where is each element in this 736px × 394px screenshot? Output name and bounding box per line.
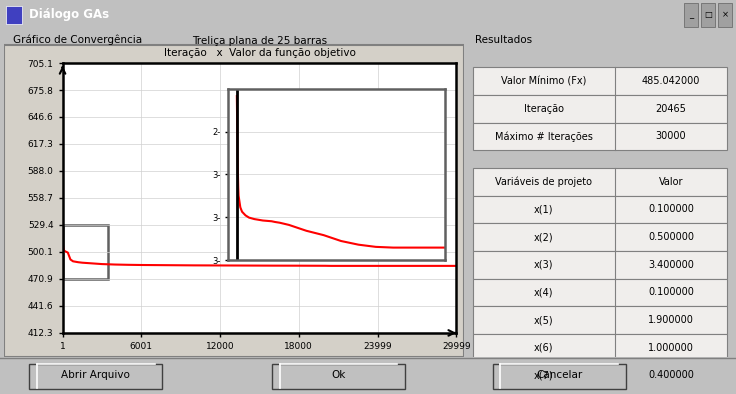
Bar (6, 6, 22, 24)
Text: x(7): x(7) (534, 370, 553, 380)
Text: 0.400000: 0.400000 (648, 370, 694, 380)
Bar (473, 306, 727, 334)
Text: 0.100000: 0.100000 (648, 287, 694, 297)
Text: Cancelar: Cancelar (537, 370, 582, 380)
Text: Valor: Valor (659, 177, 683, 187)
Bar (473, 223, 727, 251)
Text: Gráfico de Convergência: Gráfico de Convergência (13, 34, 142, 45)
FancyBboxPatch shape (272, 364, 405, 389)
Text: □: □ (704, 10, 712, 19)
FancyBboxPatch shape (29, 364, 162, 389)
Bar (718, 3, 732, 27)
Text: Ok: Ok (331, 370, 346, 380)
Text: Abrir Arquivo: Abrir Arquivo (61, 370, 130, 380)
Bar (473, 67, 727, 95)
Text: x(5): x(5) (534, 315, 553, 325)
Text: Valor Mínimo (Fx): Valor Mínimo (Fx) (501, 76, 587, 86)
Text: Iteração: Iteração (524, 104, 564, 114)
Text: x(6): x(6) (534, 343, 553, 353)
Bar (473, 123, 727, 150)
Text: x(4): x(4) (534, 287, 553, 297)
Bar (63, 225, 108, 279)
FancyBboxPatch shape (493, 364, 626, 389)
Text: 3.400000: 3.400000 (648, 260, 694, 270)
Text: 0.100000: 0.100000 (648, 204, 694, 214)
Text: 1.000000: 1.000000 (648, 343, 694, 353)
Text: Diálogo GAs: Diálogo GAs (29, 8, 110, 21)
Bar (473, 95, 727, 123)
Text: Resultados: Resultados (475, 35, 532, 45)
Text: ×: × (722, 10, 729, 19)
Bar (473, 361, 727, 389)
Bar (473, 279, 727, 306)
Bar (684, 3, 698, 27)
Text: Máximo # Iterações: Máximo # Iterações (495, 131, 592, 141)
Bar (473, 334, 727, 361)
Text: 0.500000: 0.500000 (648, 232, 694, 242)
Bar (473, 251, 727, 279)
Bar (473, 168, 727, 196)
Text: x(3): x(3) (534, 260, 553, 270)
Bar (473, 389, 727, 394)
Bar (701, 3, 715, 27)
Title: Treliça plana de 25 barras
Iteração   x  Valor da função objetivo: Treliça plana de 25 barras Iteração x Va… (163, 37, 355, 58)
Text: x(1): x(1) (534, 204, 553, 214)
Text: x(2): x(2) (534, 232, 553, 242)
Text: 485.042000: 485.042000 (642, 76, 700, 86)
Bar (473, 196, 727, 223)
Text: 30000: 30000 (656, 131, 687, 141)
Text: _: _ (690, 10, 693, 19)
Text: 20465: 20465 (656, 104, 687, 114)
Text: Variáveis de projeto: Variáveis de projeto (495, 177, 592, 187)
Text: 1.900000: 1.900000 (648, 315, 694, 325)
